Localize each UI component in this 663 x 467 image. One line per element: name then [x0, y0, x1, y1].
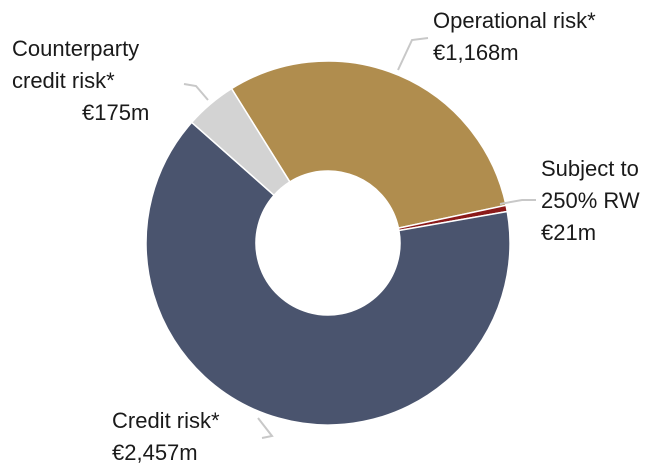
slice-label: Credit risk*: [112, 408, 220, 433]
leader-line: [183, 83, 209, 101]
slice-label: credit risk*: [12, 68, 115, 93]
donut-slice: [145, 121, 511, 426]
leader-line: [257, 417, 274, 439]
donut-slice: [190, 87, 291, 197]
slice-label: Subject to: [541, 156, 639, 181]
slice-label: Counterparty: [12, 36, 139, 61]
slice-label: 250% RW: [541, 188, 640, 213]
slice-value-label: €1,168m: [433, 40, 519, 65]
leader-line: [397, 37, 429, 71]
slice-label: Operational risk*: [433, 8, 596, 33]
donut-slice: [230, 60, 507, 229]
slice-value-label: €175m: [82, 100, 149, 125]
leader-line: [499, 199, 536, 205]
slice-value-label: €21m: [541, 220, 596, 245]
slice-value-label: €2,457m: [112, 440, 198, 465]
